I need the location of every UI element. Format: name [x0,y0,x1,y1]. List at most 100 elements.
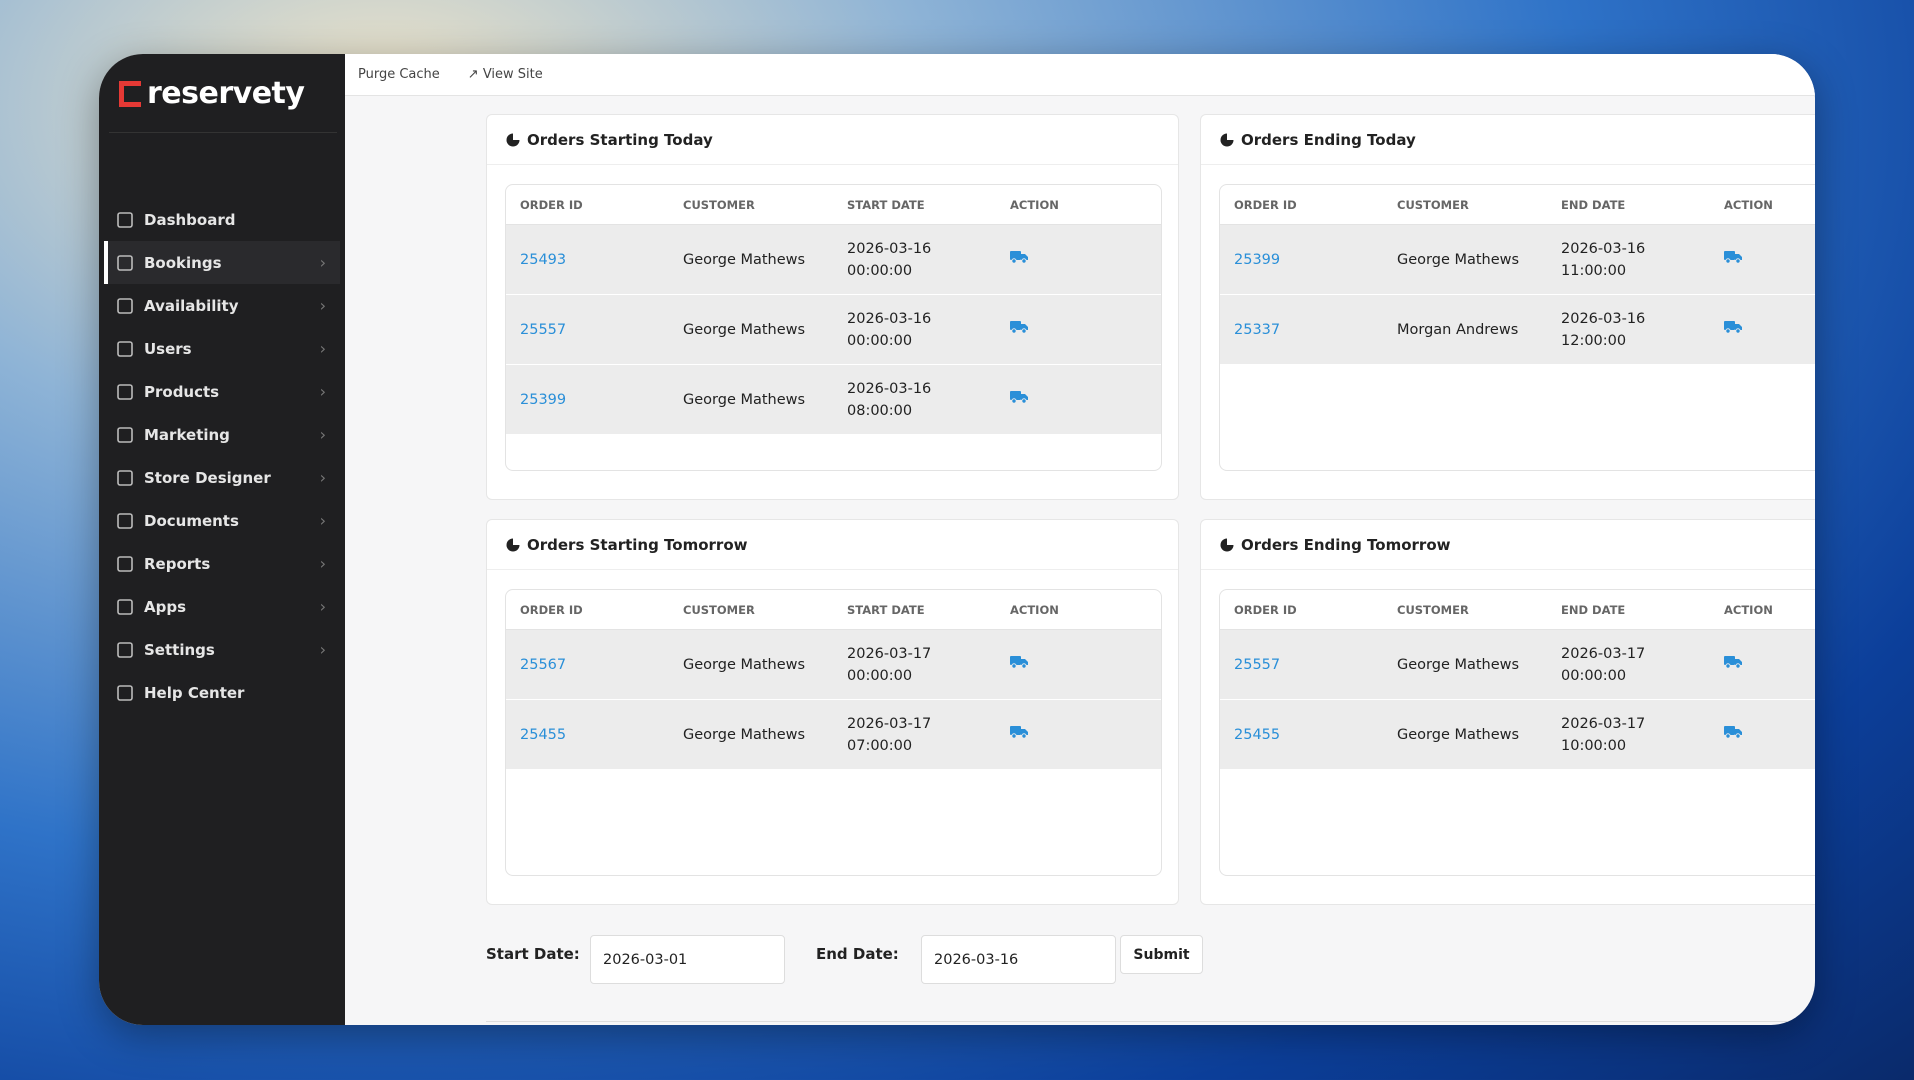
chevron: › [319,554,326,573]
table-row: 25455 George Mathews 2026-03-17 10:00:00 [1220,700,1815,770]
date-cell: 2026-03-16 00:00:00 [847,238,1010,282]
customer: George Mathews [683,251,806,268]
nav-item[interactable]: Apps › [104,585,340,628]
column-header: CUSTOMER [683,197,755,212]
date: 2026-03-16 [847,240,932,257]
column-header: CUSTOMER [683,602,755,617]
icon [117,641,133,658]
icon [117,469,133,486]
date-cell: 2026-03-16 08:00:00 [847,378,1010,422]
order-id[interactable]: 25455 [1234,726,1281,743]
customer: George Mathews [1397,251,1520,268]
icon [117,297,133,314]
panel-header: Orders Ending Today [1201,115,1815,165]
column-header: ACTION [1010,602,1059,617]
nav-label: Store Designer [144,468,271,487]
nav-item[interactable]: Availability › [104,284,340,327]
icon [117,684,133,701]
icon [1010,390,1028,404]
divider [109,132,337,133]
icon [117,426,133,443]
icon [1010,250,1028,264]
order-id[interactable]: 25557 [520,321,567,338]
action[interactable] [1724,724,1815,746]
column-header: ORDER ID [1234,197,1297,212]
nav-item[interactable]: Bookings › [104,241,340,284]
orders-table: ORDER ID CUSTOMER START DATE ACTION 25493 Geo… [505,184,1162,471]
nav-label: Apps [144,597,187,616]
date: 2026-03-17 [1561,645,1646,662]
icon [117,512,133,529]
icon [1724,250,1742,264]
customer: George Mathews [683,391,806,408]
order-id[interactable]: 25557 [1234,656,1281,673]
date: 2026-03-17 [847,645,932,662]
chevron: › [319,597,326,616]
nav-label: Dashboard [144,210,236,229]
nav-item[interactable]: Dashboard [104,198,340,241]
main: Purge Cache ↗ View Site Orders Starting … [345,54,1815,1025]
order-id[interactable]: 25567 [520,656,567,673]
divider [486,1021,1795,1022]
column-header: ORDER ID [1234,602,1297,617]
action[interactable] [1010,654,1161,676]
icon [1724,655,1742,669]
nav-item[interactable]: Help Center [104,671,340,714]
action[interactable] [1724,319,1815,341]
nav: Dashboard Bookings › Availability › Users › Pro… [104,198,340,714]
brand: reservety [147,76,305,111]
date: 2026-03-16 [847,380,932,397]
nav-item[interactable]: Settings › [104,628,340,671]
logo[interactable]: reservety [119,76,305,111]
column-header: START DATE [847,197,925,212]
action[interactable] [1724,249,1815,271]
customer: George Mathews [683,321,806,338]
column-header: CUSTOMER [1397,197,1469,212]
date-cell: 2026-03-17 00:00:00 [847,643,1010,687]
icon [1010,725,1028,739]
end-input[interactable]: 2026-03-16 [921,935,1116,984]
time: 11:00:00 [1561,262,1627,279]
panel-header: Orders Starting Today [487,115,1178,165]
start-label: Start Date: [486,945,580,963]
icon: ↗ [467,67,483,82]
date-cell: 2026-03-17 00:00:00 [1561,643,1724,687]
date-filter: Start Date: 2026-03-01 End Date: 2026-03… [486,935,1286,995]
order-id[interactable]: 25455 [520,726,567,743]
order-id[interactable]: 25337 [1234,321,1281,338]
icon [117,383,133,400]
purge-cache[interactable]: Purge Cache [358,67,440,82]
chevron: › [319,296,326,315]
action[interactable] [1010,249,1161,271]
action[interactable] [1010,389,1161,411]
nav-label: Help Center [144,683,245,702]
link-text: View Site [482,67,543,82]
start-input[interactable]: 2026-03-01 [590,935,785,984]
nav-item[interactable]: Products › [104,370,340,413]
customer: George Mathews [1397,656,1520,673]
chevron: › [319,468,326,487]
table-row: 25567 George Mathews 2026-03-17 00:00:00 [506,630,1161,700]
nav-item[interactable]: Store Designer › [104,456,340,499]
chevron: › [319,382,326,401]
end-label: End Date: [816,945,899,963]
date: 2026-03-17 [847,715,932,732]
order-id[interactable]: 25399 [1234,251,1281,268]
submit-button[interactable]: Submit [1120,935,1203,974]
time: 10:00:00 [1561,737,1627,754]
column-header: END DATE [1561,197,1626,212]
action[interactable] [1010,319,1161,341]
nav-item[interactable]: Marketing › [104,413,340,456]
nav-item[interactable]: Users › [104,327,340,370]
orders-panel: Orders Ending Today ORDER ID CUSTOMER END D… [1200,114,1815,500]
view-site[interactable]: ↗ View Site [468,67,543,82]
action[interactable] [1724,654,1815,676]
nav-item[interactable]: Reports › [104,542,340,585]
panel-header: Orders Starting Tomorrow [487,520,1178,570]
action[interactable] [1010,724,1161,746]
order-id[interactable]: 25493 [520,251,567,268]
order-id[interactable]: 25399 [520,391,567,408]
nav-item[interactable]: Documents › [104,499,340,542]
